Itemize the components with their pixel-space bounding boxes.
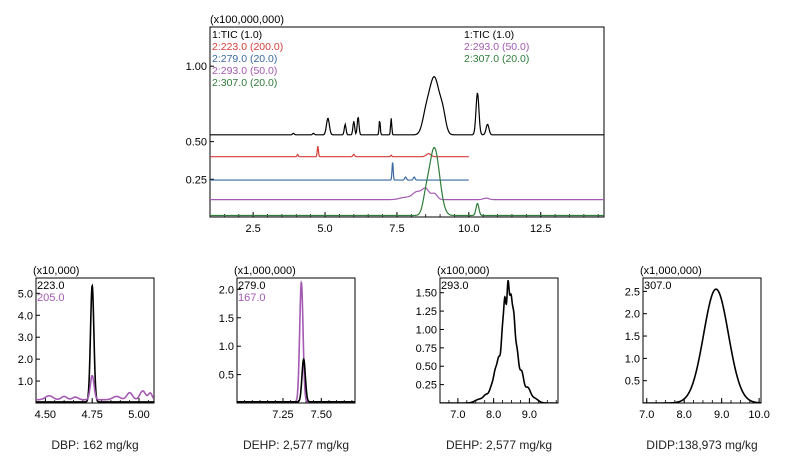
x-tick-label: 4.75 (81, 409, 102, 421)
x-tick-label: 5.00 (128, 409, 149, 421)
x-tick-label: 10.0 (458, 223, 479, 235)
chromatogram-panel-3: (x100,000) 7.0 8.0 9.0 0.25 0.50 0.75 1.00 1.25 1… (416, 265, 559, 452)
series-trace-2 (210, 162, 469, 181)
y-tick-label: 4.0 (18, 310, 33, 322)
x-tick-label: 7.50 (311, 409, 332, 421)
panel-caption: DBP: 162 mg/kg (51, 438, 138, 452)
scale-label: (x1,000,000) (234, 265, 296, 277)
x-tick-label: 9.0 (714, 409, 729, 421)
legend-entry: 2:223.0 (200.0) (212, 41, 283, 53)
y-tick-label: 0.50 (416, 361, 437, 373)
x-tick-label: 7.0 (639, 409, 654, 421)
y-tick-label: 1.00 (416, 324, 437, 336)
y-tick-label: 1.0 (219, 341, 234, 353)
legend-entry: 293.0 (441, 280, 469, 292)
series-trace-0 (210, 76, 604, 136)
legend-entry: 2:293.0 (50.0) (464, 41, 529, 53)
plot-frame (236, 277, 356, 404)
x-tick-label: 7.25 (272, 409, 293, 421)
y-tick-label: 2.0 (18, 354, 33, 366)
x-tick-label: 5.0 (317, 223, 332, 235)
series-trace-1 (237, 357, 355, 403)
chromatogram-panel-1: (x10,000) 4.50 4.75 5.00 1.0 2.0 3.0 4.0 5.0 223.… (18, 265, 155, 452)
y-tick-label: 1.0 (18, 376, 33, 388)
scale-label: (x100,000) (437, 265, 490, 277)
series-trace-0 (36, 283, 154, 403)
y-tick-label: 5.0 (18, 288, 33, 300)
plot-frame (642, 277, 762, 404)
legend-entry: 223.0 (37, 280, 65, 292)
y-tick-label: 1.25 (416, 306, 437, 318)
y-tick-label: 0.25 (186, 174, 207, 186)
legend-entry: 205.0 (37, 292, 65, 304)
legend-entry: 2:279.0 (20.0) (212, 53, 277, 65)
y-tick-label: 1.00 (186, 61, 207, 73)
x-tick-label: 8.0 (486, 409, 501, 421)
y-tick-label: 1.0 (625, 353, 640, 365)
y-tick-label: 1.5 (219, 313, 234, 325)
y-tick-label: 2.0 (625, 309, 640, 321)
y-tick-label: 3.0 (18, 332, 33, 344)
series-trace-0 (440, 279, 558, 403)
x-tick-label: 8.0 (677, 409, 692, 421)
legend-entry: 279.0 (238, 280, 266, 292)
y-tick-label: 1.5 (625, 331, 640, 343)
legend-entry: 307.0 (644, 280, 672, 292)
series-trace-3 (210, 187, 604, 201)
scale-label: (x1,000,000) (640, 265, 702, 277)
x-tick-label: 2.5 (245, 223, 260, 235)
x-tick-label: 10.0 (748, 409, 769, 421)
y-tick-label: 0.50 (186, 137, 207, 149)
panel-caption: DEHP: 2,577 mg/kg (446, 438, 552, 452)
x-tick-label: 12.5 (530, 223, 551, 235)
scale-label: (x10,000) (33, 265, 79, 277)
legend-entry: 167.0 (238, 292, 266, 304)
chromatogram-panel-4: (x1,000,000) 7.0 8.0 9.0 10.0 0.5 1.0 1.5 2.0 2.5… (625, 265, 770, 452)
plot-frame (35, 277, 155, 404)
y-tick-label: 0.25 (416, 380, 437, 392)
scale-label: (x100,000,000) (210, 14, 284, 26)
panel-caption: DIDP:138,973 mg/kg (646, 438, 757, 452)
legend-entry: 1:TIC (1.0) (464, 29, 514, 41)
series-trace-4 (210, 147, 604, 217)
series-trace-1 (210, 146, 469, 158)
y-tick-label: 0.5 (625, 376, 640, 388)
x-tick-label: 4.50 (35, 409, 56, 421)
plot-frame (439, 277, 559, 404)
legend-entry: 2:307.0 (20.0) (464, 53, 529, 65)
legend-entry: 1:TIC (1.0) (212, 29, 262, 41)
y-tick-label: 0.5 (219, 370, 234, 382)
x-tick-label: 7.5 (389, 223, 404, 235)
legend-entry: 2:307.0 (20.0) (212, 77, 277, 89)
series-trace-0 (643, 288, 761, 403)
y-tick-label: 2.5 (625, 286, 640, 298)
x-tick-label: 9.0 (522, 409, 537, 421)
y-tick-label: 0.75 (416, 343, 437, 355)
x-tick-label: 7.0 (450, 409, 465, 421)
panel-caption: DEHP: 2,577 mg/kg (243, 438, 349, 452)
chromatogram-panel-2: (x1,000,000) 7.25 7.50 0.5 1.0 1.5 2.0 279.0167… (219, 265, 356, 452)
legend-entry: 2:293.0 (50.0) (212, 65, 277, 77)
y-tick-label: 2.0 (219, 284, 234, 296)
chromatogram-panel-0: (x100,000,000) 2.5 5.0 7.5 10.0 12.5 0.25 0.50 1… (186, 14, 605, 235)
y-tick-label: 1.50 (416, 288, 437, 300)
series-trace-1 (36, 374, 154, 401)
plot-frame (209, 26, 605, 218)
